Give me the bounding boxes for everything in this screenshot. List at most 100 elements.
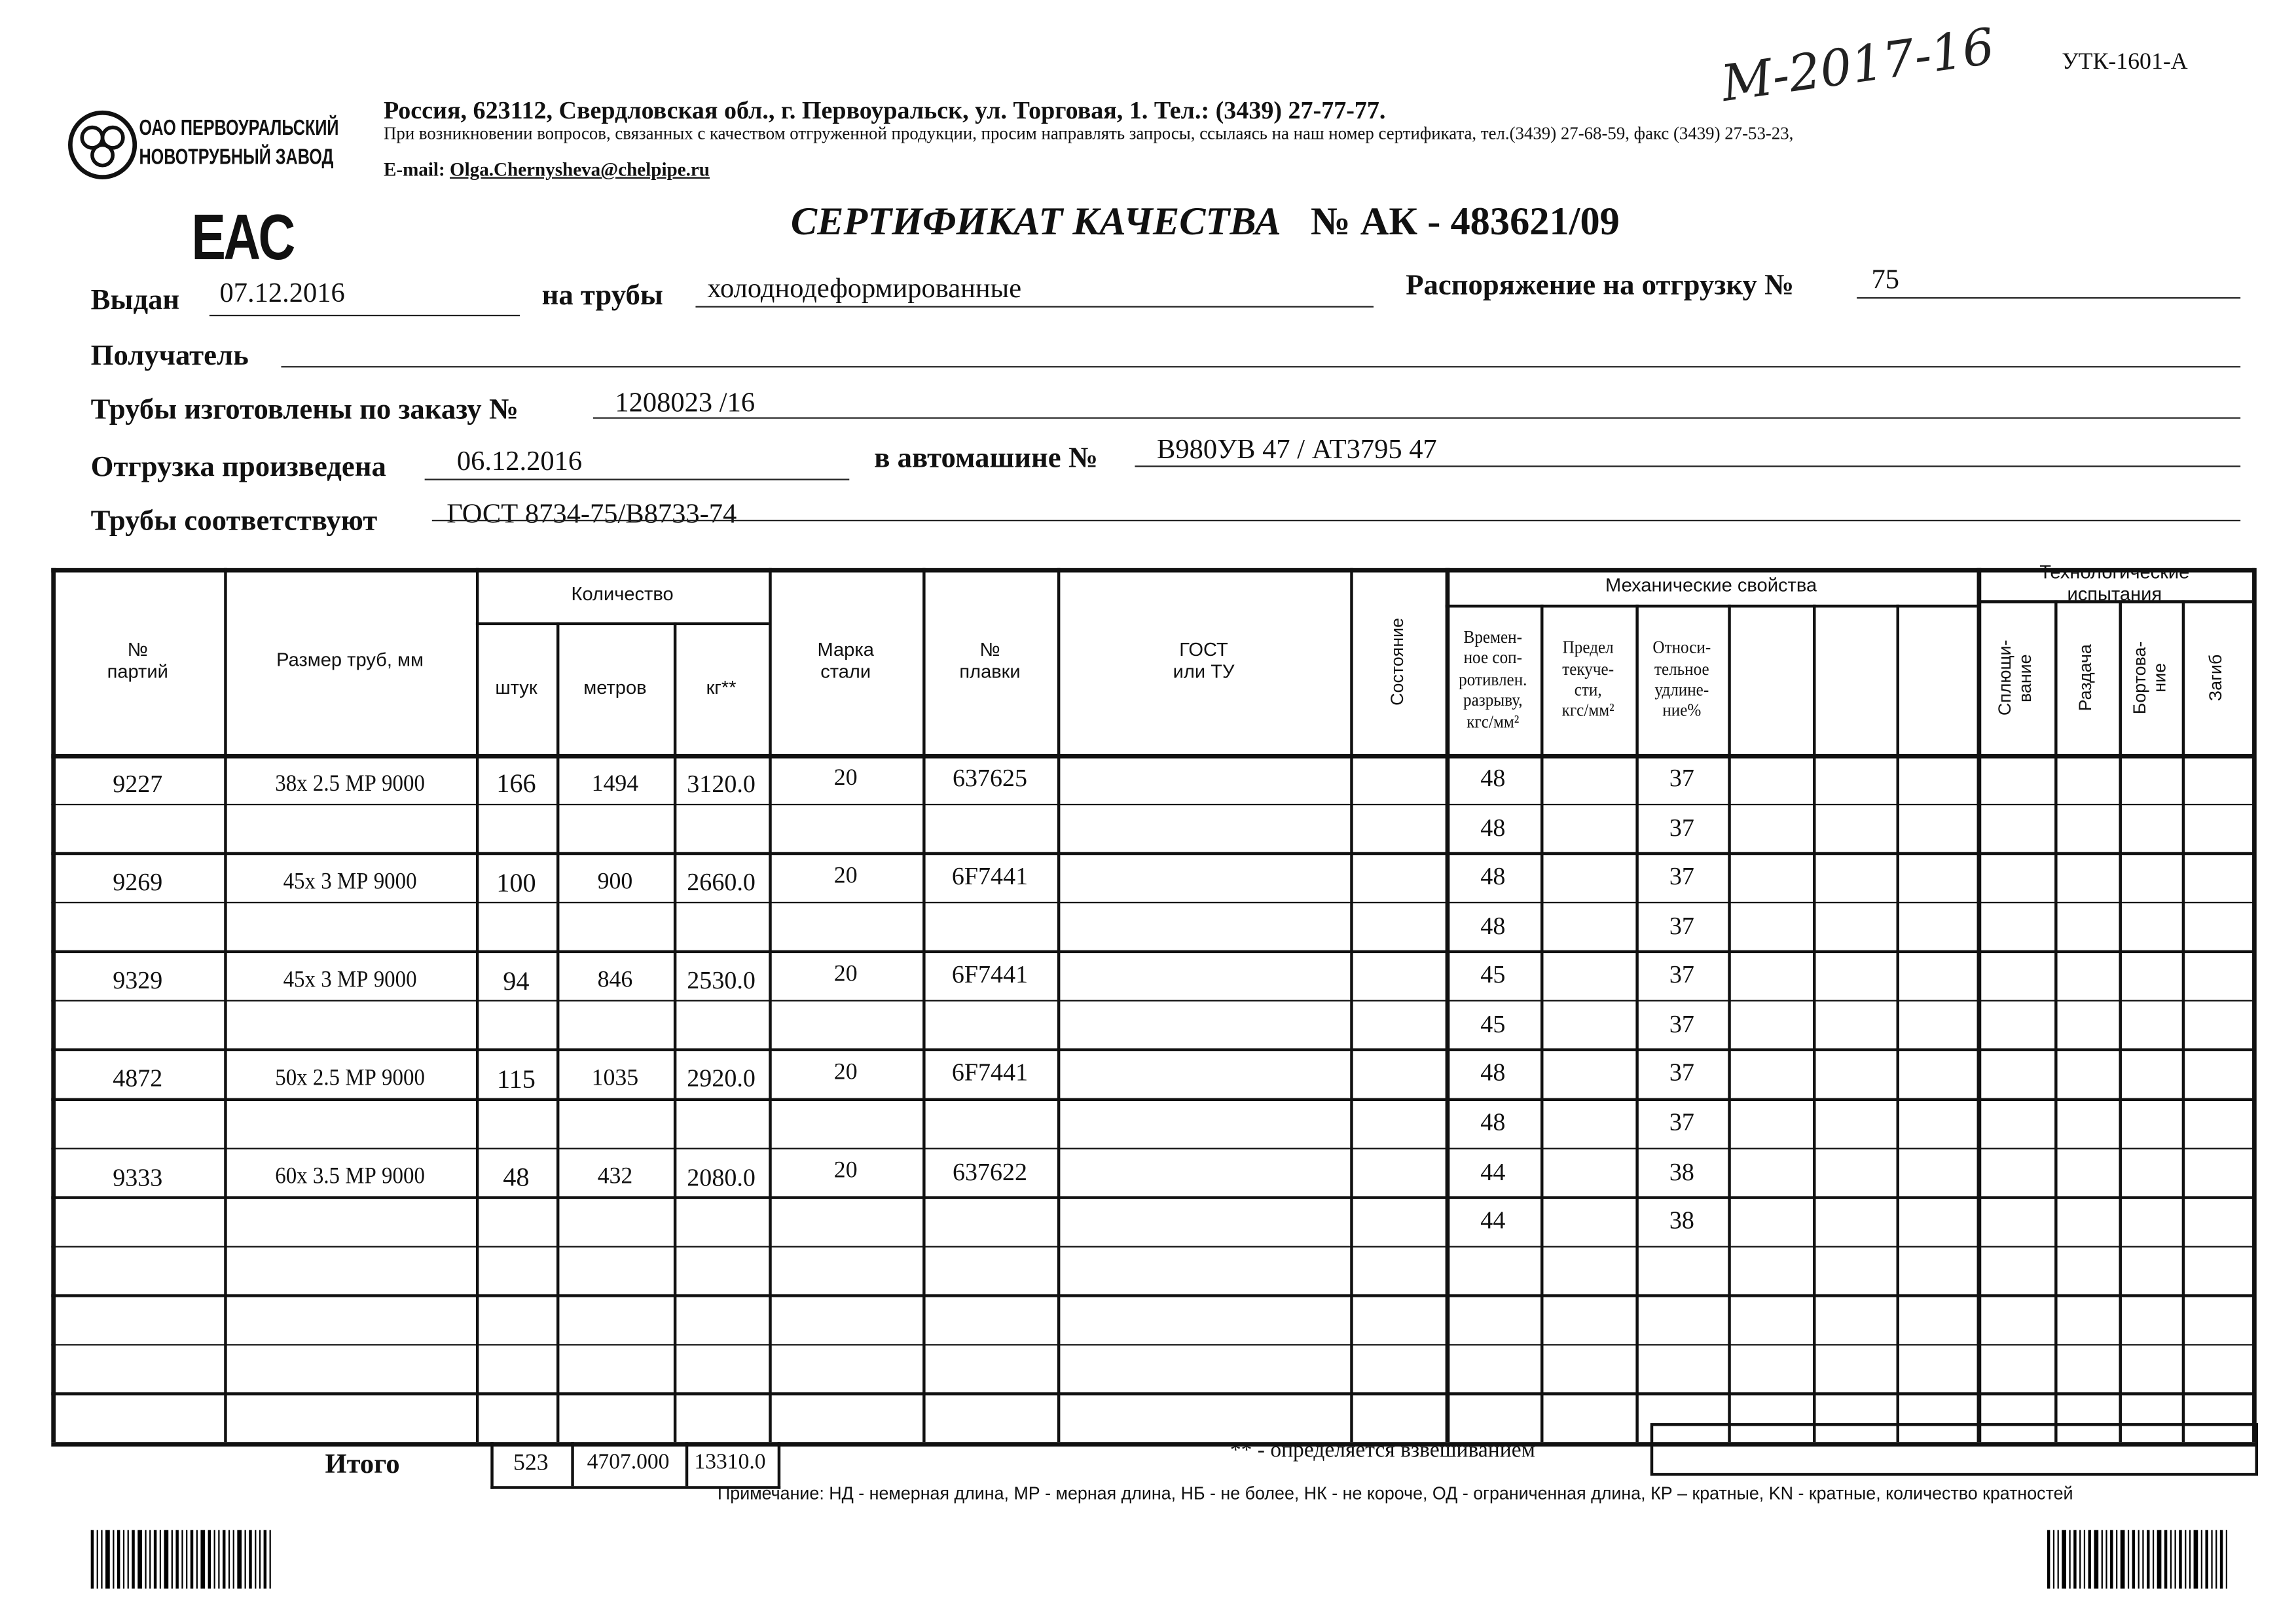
eac-mark: EAC — [191, 202, 295, 274]
barcode-bar — [2225, 1530, 2228, 1589]
barcode-bar — [2088, 1530, 2092, 1589]
barcode-bar — [200, 1530, 206, 1589]
barcode-bar — [186, 1530, 188, 1589]
column-rule — [1813, 604, 1815, 1443]
column-rule — [475, 568, 479, 1443]
column-rule — [1057, 568, 1060, 1443]
weight-kg: 2660.0 — [687, 868, 756, 897]
row-rule — [51, 1000, 2255, 1002]
shipment-date-field[interactable]: 06.12.2016 — [456, 446, 583, 478]
header-mechanical-properties: Механические свойства — [1605, 573, 1817, 596]
barcode-bar — [113, 1530, 115, 1589]
melt-number: 6F7441 — [951, 1059, 1029, 1087]
barcode-bar — [171, 1530, 173, 1589]
row-rule — [51, 1147, 2255, 1149]
column-rule — [673, 622, 676, 1443]
elongation: 37 — [1669, 862, 1694, 891]
certificate-number-label: № АК - — [1310, 199, 1441, 244]
barcode-bar — [218, 1530, 220, 1589]
column-rule — [1635, 604, 1638, 1443]
company-emblem-icon — [68, 110, 137, 179]
elongation: 37 — [1669, 1059, 1694, 1087]
elongation: 37 — [1669, 764, 1694, 793]
column-rule — [1896, 604, 1899, 1443]
shipment-order-field-underline — [1857, 297, 2241, 299]
footnote: Примечание: НД - немерная длина, МР - ме… — [717, 1483, 2073, 1504]
melt-number: 637622 — [952, 1157, 1028, 1185]
barcode-bar — [213, 1530, 215, 1589]
order-number-field[interactable]: 1208023 /16 — [615, 388, 756, 419]
header-quantity: Количество — [571, 583, 674, 605]
total-pcs: 523 — [513, 1451, 549, 1476]
tensile-strength: 48 — [1480, 862, 1506, 891]
header-kg: кг** — [706, 676, 737, 698]
barcode-bar — [232, 1530, 234, 1589]
barcode-bar — [175, 1530, 179, 1589]
barcode-bar — [2211, 1530, 2213, 1589]
column-rule — [224, 568, 227, 1443]
barcode-bar — [159, 1530, 162, 1589]
row-rule — [51, 1196, 2255, 1199]
conformity-standard-field[interactable]: ГОСТ 8734-75/В8733-74 — [446, 499, 737, 530]
truck-number-field[interactable]: В980УВ 47 / АТ3795 47 — [1156, 435, 1437, 466]
email-link[interactable]: Olga.Chernysheva@chelpipe.ru — [449, 158, 710, 181]
barcode-bar — [2052, 1530, 2055, 1589]
totals-divider — [571, 1442, 574, 1487]
column-rule — [1540, 604, 1543, 1443]
tensile-strength: 45 — [1480, 960, 1506, 989]
header-flange-label: Бортова- ние — [2128, 640, 2170, 714]
header-batch: № партий — [107, 638, 168, 682]
barcode-bar — [2120, 1530, 2125, 1589]
tensile-strength: 44 — [1480, 1157, 1506, 1185]
barcode-bar — [105, 1530, 110, 1589]
pieces: 100 — [496, 867, 536, 897]
table-rule — [51, 1442, 2255, 1446]
pipe-type-field[interactable]: холоднодеформированные — [707, 274, 1022, 305]
pipe-type-field-underline — [695, 306, 1374, 308]
barcode-bar — [196, 1530, 198, 1589]
conformity-label: Трубы соответствуют — [90, 505, 378, 537]
tensile-strength: 48 — [1480, 1059, 1506, 1087]
meters: 846 — [597, 967, 633, 993]
row-rule — [51, 1393, 2255, 1396]
column-rule — [922, 568, 925, 1443]
steel-grade: 20 — [833, 765, 858, 790]
melt-number: 6F7441 — [951, 862, 1029, 891]
column-rule — [2054, 600, 2057, 1443]
shipment-order-field[interactable]: 75 — [1871, 264, 1899, 296]
barcode-bar — [208, 1530, 211, 1589]
barcode-bar — [149, 1530, 151, 1589]
tensile-strength: 48 — [1480, 1108, 1506, 1136]
column-rule — [1445, 568, 1449, 1443]
steel-grade: 20 — [833, 863, 858, 889]
pipe-size: 60x 3.5 МР 9000 — [275, 1164, 425, 1189]
melt-number: 637625 — [952, 764, 1028, 793]
barcode-bar — [222, 1530, 226, 1589]
barcode-left — [90, 1530, 274, 1589]
column-rule — [1728, 604, 1730, 1443]
barcode-bar — [132, 1530, 135, 1589]
shipment-date-field-underline — [424, 478, 850, 480]
barcode-bar — [2062, 1530, 2066, 1589]
conformity-standard-field-underline — [431, 520, 2241, 522]
issued-date-field[interactable]: 07.12.2016 — [219, 278, 345, 309]
column-rule — [2181, 600, 2185, 1443]
row-rule — [51, 950, 2255, 953]
header-technological-tests: Технологические испытания — [2039, 560, 2190, 605]
column-rule — [1350, 568, 1353, 1443]
pipe-size: 50x 2.5 МР 9000 — [275, 1066, 425, 1091]
company-address: Россия, 623112, Свердловская обл., г. Пе… — [384, 96, 1386, 125]
header-elongation: Относи- тельное удлине- ние% — [1652, 637, 1711, 721]
pipe-size: 45x 3 МР 9000 — [283, 869, 417, 894]
meters: 900 — [597, 869, 633, 894]
issued-label: Выдан — [90, 283, 180, 317]
pipe-size: 38x 2.5 МР 9000 — [275, 770, 425, 796]
barcode-bar — [259, 1530, 261, 1589]
weight-kg: 2080.0 — [687, 1163, 756, 1191]
email-label: E-mail: — [384, 158, 445, 181]
total-kg: 13310.0 — [694, 1451, 766, 1475]
row-rule — [51, 852, 2255, 855]
barcode-bar — [2170, 1530, 2172, 1589]
barcode-bar — [2174, 1530, 2176, 1589]
header-gost: ГОСТ или ТУ — [1173, 638, 1235, 682]
